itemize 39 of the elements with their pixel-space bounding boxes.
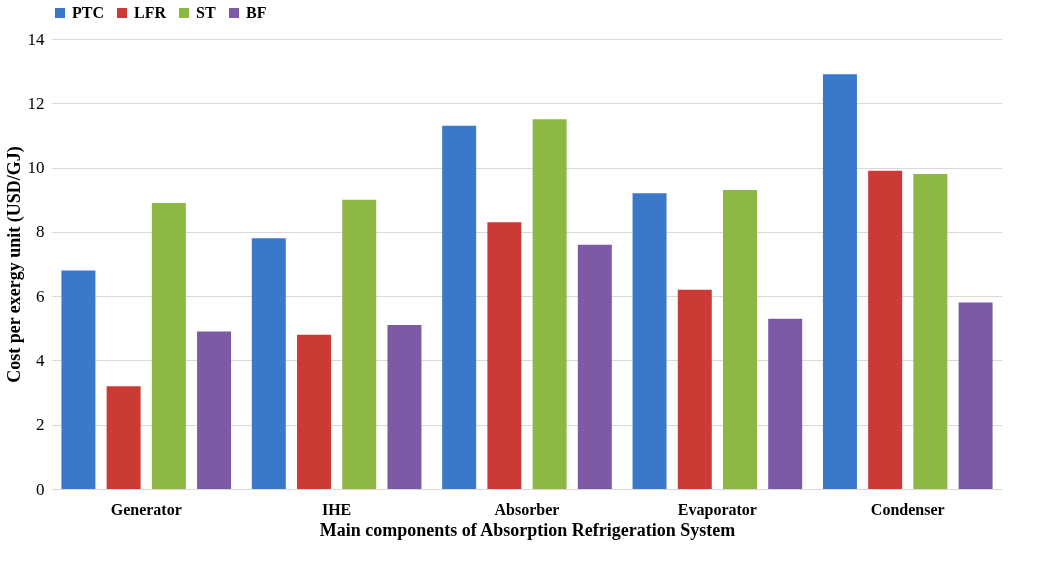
bar — [61, 270, 96, 489]
y-tick-label: 6 — [36, 286, 45, 306]
legend-label: PTC — [72, 4, 104, 21]
y-axis-title: Cost per exergy unit (USD/GJ) — [3, 146, 25, 383]
bar — [958, 302, 993, 489]
x-tick-label: Evaporator — [677, 500, 757, 519]
x-tick-label: Absorber — [494, 500, 560, 518]
bar — [387, 325, 422, 489]
y-tick-label: 0 — [36, 479, 45, 499]
x-axis-title: Main components of Absorption Refrigeration System — [319, 519, 736, 540]
y-tick-label: 4 — [36, 350, 45, 370]
x-tick-label: Condenser — [870, 500, 945, 518]
bar — [632, 193, 667, 489]
bar — [487, 222, 522, 489]
x-tick-label: Generator — [110, 500, 182, 518]
bar — [197, 331, 232, 489]
y-tick-label: 12 — [27, 93, 45, 113]
legend-label: ST — [196, 4, 216, 21]
bar — [342, 199, 377, 489]
legend-label: BF — [246, 4, 267, 21]
bar — [768, 318, 803, 489]
y-tick-label: 10 — [27, 158, 45, 178]
bar — [151, 202, 186, 489]
bar — [442, 125, 477, 489]
y-tick-label: 14 — [27, 29, 45, 49]
bar — [913, 174, 948, 489]
bar — [677, 289, 712, 489]
bar — [722, 190, 757, 489]
bar — [251, 238, 286, 489]
x-tick-label: IHE — [321, 500, 352, 518]
bar — [822, 74, 857, 489]
bar — [106, 386, 141, 489]
bar — [532, 119, 567, 489]
y-tick-label: 2 — [36, 415, 45, 435]
bar — [868, 170, 903, 489]
bar — [297, 334, 332, 489]
legend-label: LFR — [134, 4, 167, 21]
bar — [577, 244, 612, 489]
y-tick-label: 8 — [36, 222, 45, 242]
